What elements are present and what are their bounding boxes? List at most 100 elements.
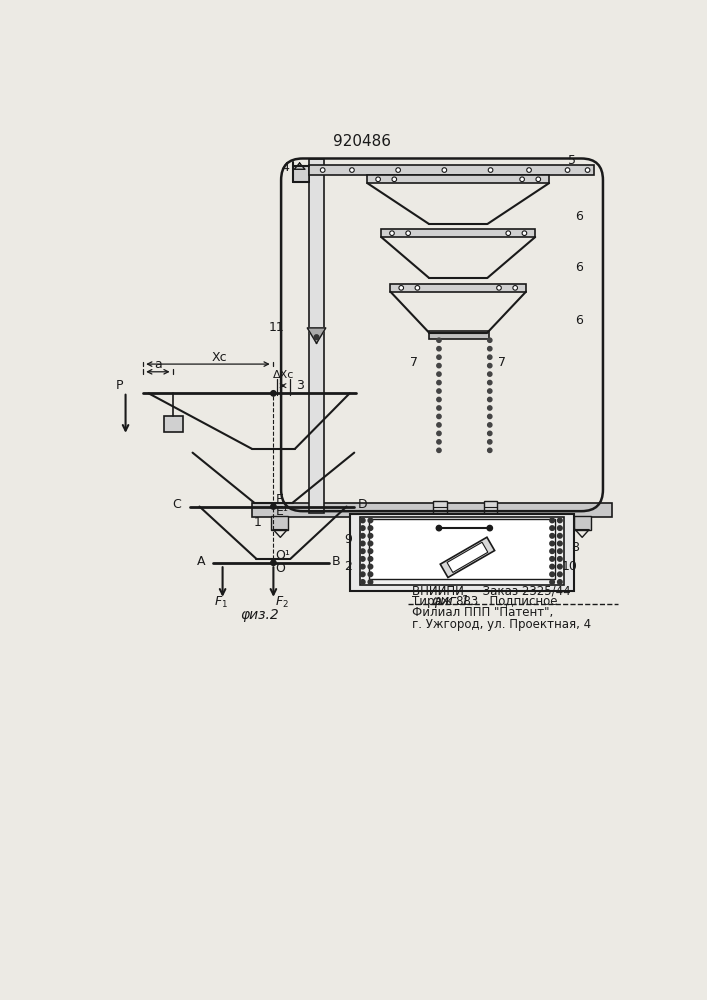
Circle shape xyxy=(550,557,554,561)
Bar xyxy=(360,517,564,585)
Circle shape xyxy=(550,533,554,538)
Circle shape xyxy=(368,549,373,554)
Circle shape xyxy=(488,414,492,419)
Circle shape xyxy=(368,518,373,523)
Bar xyxy=(573,516,590,530)
Circle shape xyxy=(437,363,441,368)
Circle shape xyxy=(506,231,510,235)
Text: P: P xyxy=(116,379,123,392)
Circle shape xyxy=(550,549,554,554)
Circle shape xyxy=(558,518,562,523)
Circle shape xyxy=(437,423,441,427)
Text: A: A xyxy=(197,555,206,568)
Text: 6: 6 xyxy=(575,314,583,327)
Text: φиг.1: φиг.1 xyxy=(431,594,470,608)
Circle shape xyxy=(488,448,492,452)
Circle shape xyxy=(361,572,365,577)
Text: 8: 8 xyxy=(571,541,580,554)
Bar xyxy=(309,165,594,175)
Circle shape xyxy=(488,406,492,410)
Circle shape xyxy=(361,526,365,530)
Text: 4: 4 xyxy=(281,161,289,174)
Circle shape xyxy=(437,440,441,444)
Circle shape xyxy=(271,560,276,565)
Text: 10: 10 xyxy=(561,560,577,573)
Circle shape xyxy=(271,504,276,509)
Circle shape xyxy=(558,564,562,569)
Circle shape xyxy=(550,564,554,569)
Circle shape xyxy=(361,564,365,569)
Circle shape xyxy=(437,414,441,419)
Text: 6: 6 xyxy=(575,210,583,223)
Circle shape xyxy=(437,448,441,452)
Circle shape xyxy=(361,580,365,584)
Circle shape xyxy=(527,168,532,172)
Circle shape xyxy=(522,231,527,235)
Text: г. Ужгород, ул. Проектная, 4: г. Ужгород, ул. Проектная, 4 xyxy=(412,618,591,631)
Circle shape xyxy=(392,177,397,182)
Bar xyxy=(429,331,489,339)
Polygon shape xyxy=(440,537,495,578)
Bar xyxy=(293,166,309,182)
Circle shape xyxy=(488,397,492,402)
Circle shape xyxy=(361,541,365,546)
Text: Xc: Xc xyxy=(211,351,228,364)
Circle shape xyxy=(368,526,373,530)
Circle shape xyxy=(368,557,373,561)
Text: ΔXc: ΔXc xyxy=(273,370,294,380)
Text: a: a xyxy=(154,358,162,371)
Circle shape xyxy=(436,525,442,531)
Text: 2: 2 xyxy=(344,560,352,573)
Circle shape xyxy=(488,355,492,359)
Circle shape xyxy=(437,406,441,410)
Text: Филиал ППП "Патент",: Филиал ППП "Патент", xyxy=(412,606,554,619)
Text: 7: 7 xyxy=(498,356,506,369)
Circle shape xyxy=(437,372,441,376)
Circle shape xyxy=(550,526,554,530)
Bar xyxy=(351,514,573,591)
Text: 11: 11 xyxy=(269,321,284,334)
Circle shape xyxy=(368,564,373,569)
Text: ВНИИПИ     Заказ 2325/44: ВНИИПИ Заказ 2325/44 xyxy=(412,585,571,598)
Circle shape xyxy=(368,580,373,584)
Circle shape xyxy=(558,526,562,530)
Bar xyxy=(368,175,549,183)
Text: E: E xyxy=(276,493,284,506)
Circle shape xyxy=(487,525,493,531)
Circle shape xyxy=(558,533,562,538)
Circle shape xyxy=(558,541,562,546)
Circle shape xyxy=(396,168,400,172)
Text: O¹: O¹ xyxy=(276,549,291,562)
Circle shape xyxy=(314,335,319,339)
Bar xyxy=(390,284,526,292)
Circle shape xyxy=(442,168,447,172)
Bar xyxy=(252,503,612,517)
Text: 6: 6 xyxy=(575,261,583,274)
Text: C: C xyxy=(173,498,181,512)
Circle shape xyxy=(437,380,441,385)
Circle shape xyxy=(497,286,501,290)
Bar xyxy=(271,516,288,530)
Circle shape xyxy=(513,286,518,290)
Circle shape xyxy=(415,286,420,290)
Circle shape xyxy=(488,338,492,342)
Circle shape xyxy=(558,549,562,554)
Circle shape xyxy=(437,338,441,342)
Bar xyxy=(164,416,182,432)
Text: $F_1$: $F_1$ xyxy=(214,595,228,610)
Circle shape xyxy=(488,389,492,393)
Circle shape xyxy=(368,572,373,577)
Circle shape xyxy=(488,380,492,385)
Circle shape xyxy=(437,347,441,351)
Circle shape xyxy=(488,347,492,351)
Circle shape xyxy=(488,423,492,427)
Text: B: B xyxy=(332,555,341,568)
Text: 5: 5 xyxy=(568,154,575,167)
Circle shape xyxy=(488,363,492,368)
Circle shape xyxy=(488,440,492,444)
Circle shape xyxy=(550,518,554,523)
Circle shape xyxy=(361,557,365,561)
Text: 1: 1 xyxy=(253,516,262,529)
Circle shape xyxy=(437,431,441,436)
Circle shape xyxy=(361,549,365,554)
